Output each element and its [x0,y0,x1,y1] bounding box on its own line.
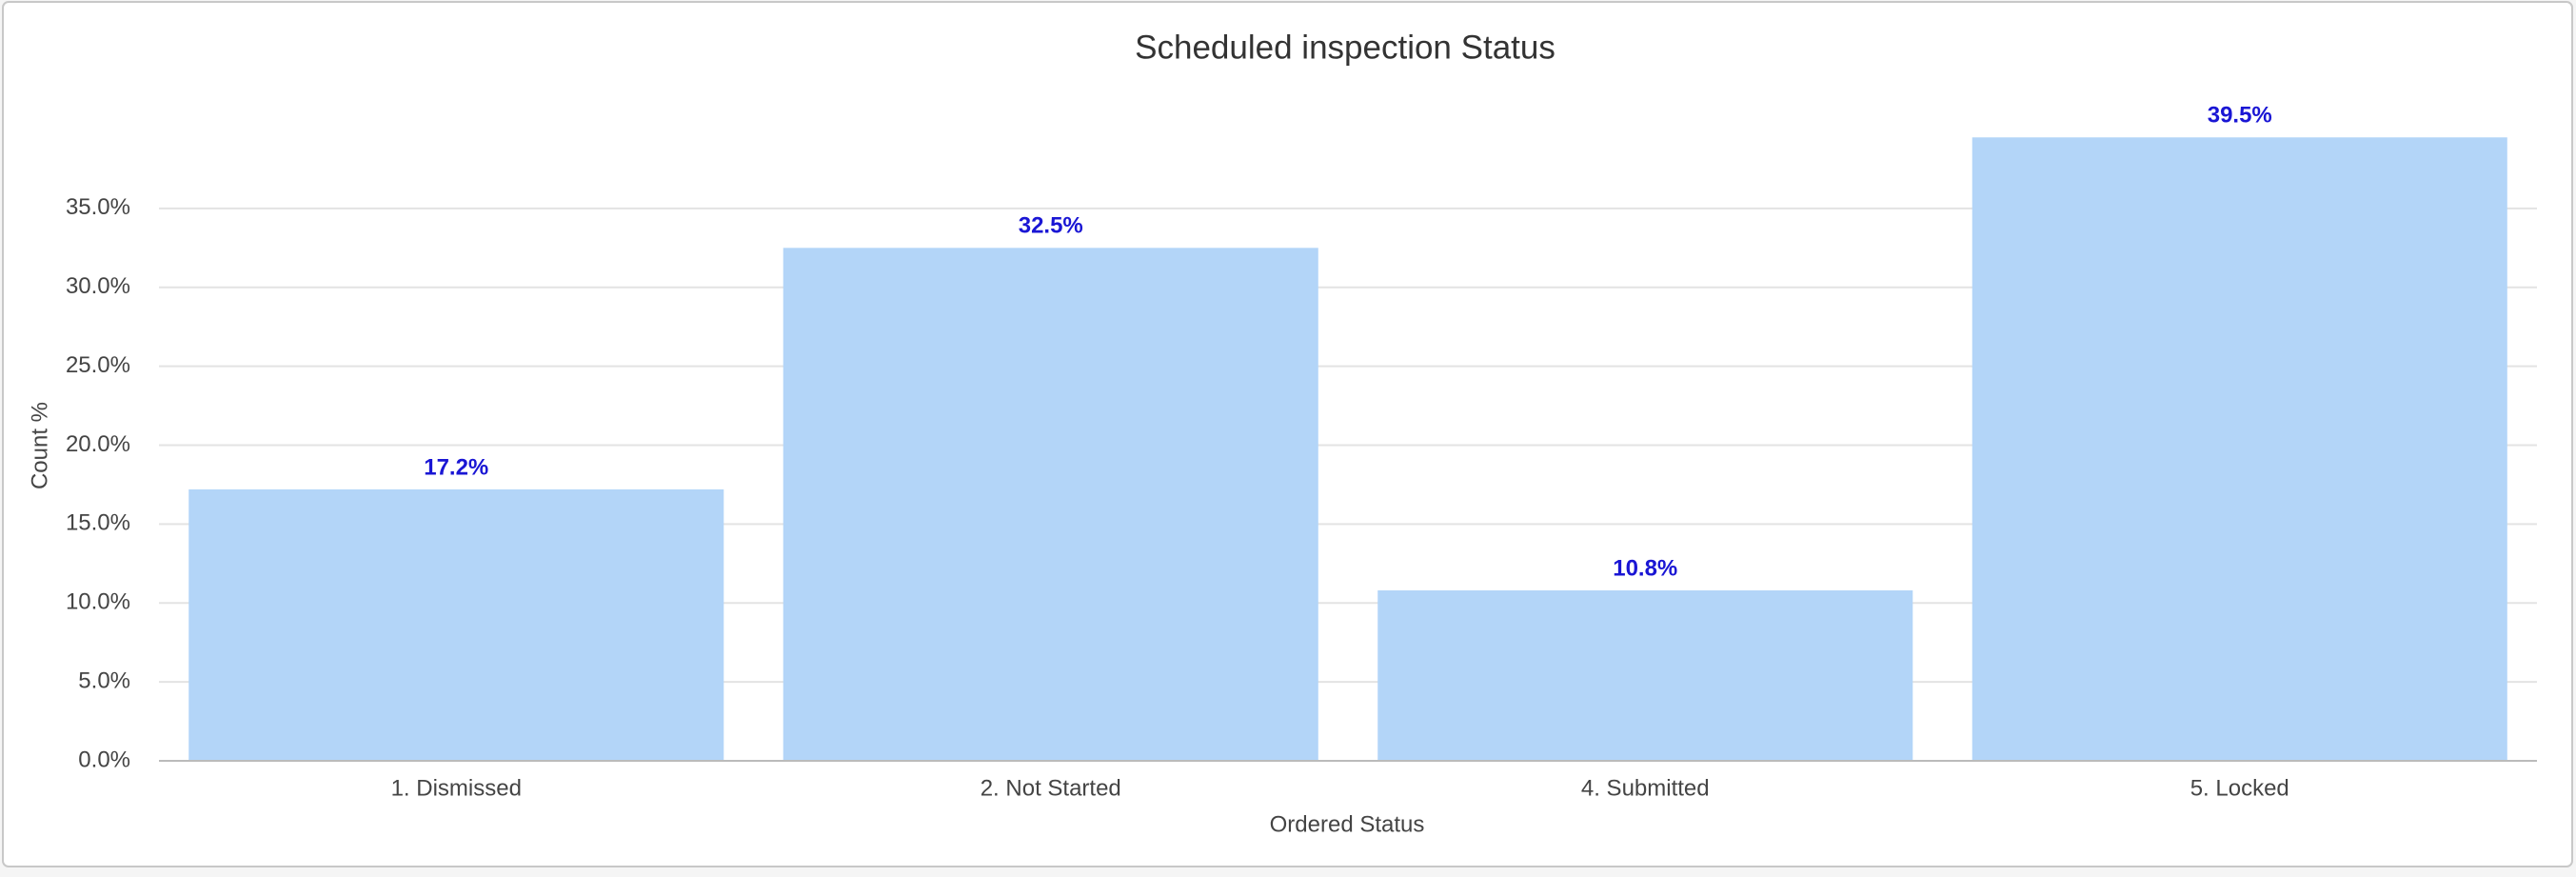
y-tick-label: 5.0% [78,668,130,693]
y-tick-label: 30.0% [66,273,130,299]
value-label: 17.2% [424,454,488,480]
bar [783,248,1318,761]
y-axis-title: Count % [27,402,52,489]
y-tick-label: 25.0% [66,352,130,378]
x-tick-label: 5. Locked [2190,775,2289,801]
bar [188,488,724,761]
chart-title: Scheduled inspection Status [1135,29,1556,66]
x-axis-title: Ordered Status [1270,811,1425,837]
value-label: 10.8% [1613,555,1677,581]
x-tick-label: 1. Dismissed [391,775,522,801]
x-tick-label: 2. Not Started [981,775,1121,801]
y-tick-label: 10.0% [66,589,130,615]
x-tick-label: 4. Submitted [1581,775,1710,801]
value-label: 39.5% [2208,103,2272,129]
y-tick-label: 15.0% [66,510,130,536]
y-tick-label: 35.0% [66,194,130,220]
y-tick-label: 0.0% [78,747,130,772]
bar [1377,589,1913,761]
value-label: 32.5% [1019,213,1083,239]
bar [1972,137,2507,762]
y-tick-label: 20.0% [66,431,130,457]
